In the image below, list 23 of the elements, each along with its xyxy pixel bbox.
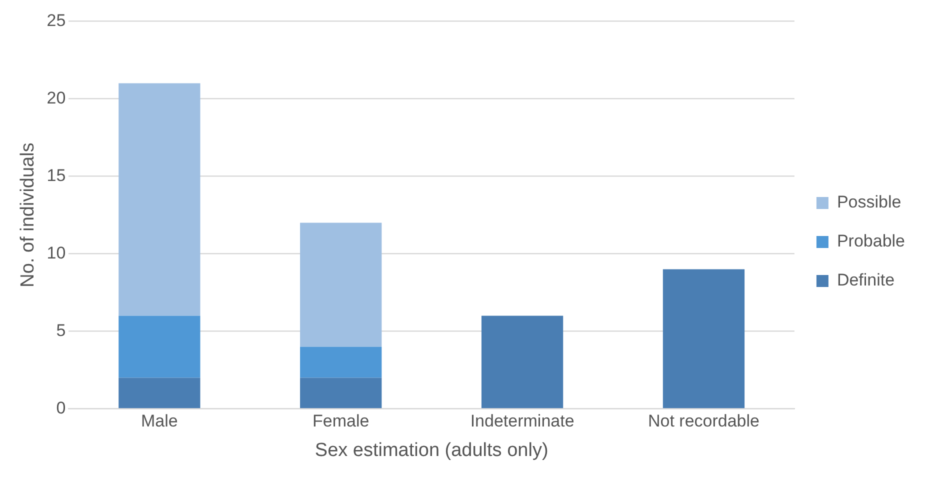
legend-label: Definite bbox=[836, 270, 895, 290]
bar bbox=[300, 346, 382, 378]
bar bbox=[118, 83, 200, 316]
bar bbox=[300, 378, 382, 408]
y-tick-label: 0 bbox=[56, 398, 66, 418]
bar bbox=[118, 378, 200, 408]
legend-label: Possible bbox=[836, 192, 902, 212]
y-tick-label: 25 bbox=[46, 10, 66, 30]
bar bbox=[481, 316, 564, 408]
y-tick-label: 10 bbox=[46, 243, 66, 262]
x-tick-label: Male bbox=[140, 412, 178, 431]
bar bbox=[662, 269, 745, 408]
bar bbox=[118, 316, 200, 378]
x-tick-label: Female bbox=[312, 412, 370, 431]
y-axis-title: No. of individuals bbox=[18, 142, 39, 288]
y-tick-label: 5 bbox=[56, 320, 66, 340]
y-tick-label: 15 bbox=[46, 166, 66, 185]
legend-label: Probable bbox=[836, 232, 906, 251]
y-tick-label: 20 bbox=[46, 88, 66, 108]
x-tick-label: Indeterminate bbox=[470, 412, 574, 431]
x-axis-title: Sex estimation (adults only) bbox=[314, 440, 548, 461]
bar bbox=[300, 222, 382, 347]
x-tick-label: Not recordable bbox=[648, 412, 760, 431]
